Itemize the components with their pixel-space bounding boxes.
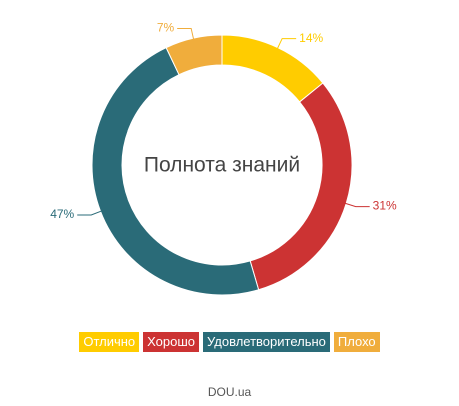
leader-plokho (177, 27, 195, 43)
value-label-plokho: 7% (157, 21, 175, 35)
slice-khorosho[interactable] (249, 82, 353, 291)
legend-item-otlichno[interactable]: Отлично (79, 332, 140, 352)
value-label-khorosho: 31% (373, 199, 397, 213)
slice-udovletvoritelno[interactable] (91, 46, 260, 296)
donut-chart: 14% 31% 47% 7% Полнота знаний (50, 21, 397, 296)
value-label-otlichno: 14% (299, 31, 323, 45)
slice-label-leaders (77, 27, 370, 216)
legend-item-udovletvoritelno[interactable]: Удовлетворительно (203, 332, 330, 352)
slice-value-labels: 14% 31% 47% 7% (50, 21, 397, 222)
chart-title: Полнота знаний (144, 154, 300, 177)
source-label: DOU.ua (207, 385, 252, 399)
legend-item-khorosho[interactable]: Хорошо (143, 332, 200, 352)
legend-item-plokho[interactable]: Плохо (333, 332, 380, 352)
leader-udovletvoritelno (77, 209, 105, 216)
chart-legend: Отлично Хорошо Удовлетворительно Плохо (0, 332, 459, 352)
slice-otlichno[interactable] (221, 34, 324, 103)
donut-slices (91, 34, 353, 296)
leader-otlichno (275, 38, 297, 52)
value-label-udovletvoritelno: 47% (50, 207, 74, 221)
slice-plokho[interactable] (165, 34, 223, 76)
leader-khorosho (342, 201, 370, 208)
